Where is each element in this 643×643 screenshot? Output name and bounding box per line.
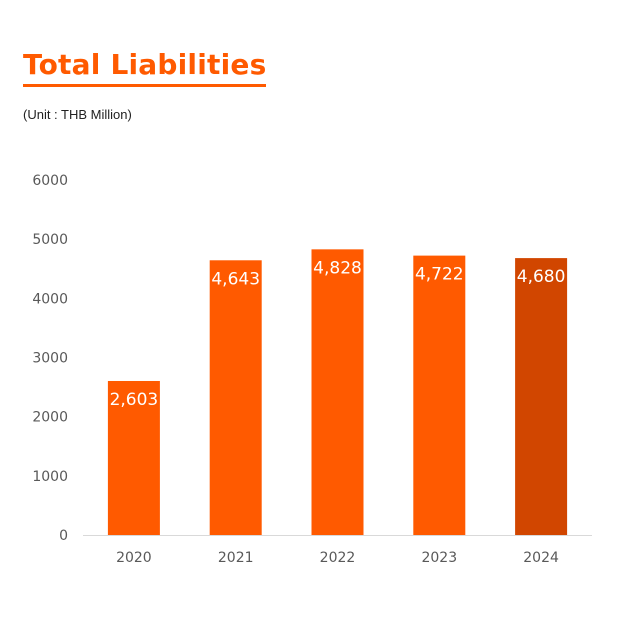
bar-2020: [107, 380, 160, 535]
bar-2024: [515, 258, 568, 535]
y-tick-label: 0: [59, 528, 68, 544]
bar-2022: [311, 249, 364, 536]
y-tick-label: 6000: [32, 173, 68, 189]
bar-2021: [209, 260, 262, 535]
chart-title: Total Liabilities: [23, 46, 267, 87]
x-tick-label: 2022: [320, 550, 356, 566]
data-label: 4,680: [517, 267, 566, 287]
y-tick-label: 2000: [32, 410, 68, 426]
y-tick-label: 3000: [32, 351, 68, 367]
x-tick-label: 2023: [421, 550, 457, 566]
y-tick-label: 1000: [32, 469, 68, 485]
chart-unit-subtitle: (Unit : THB Million): [23, 107, 132, 122]
y-tick-label: 4000: [32, 291, 68, 307]
bar-2023: [413, 255, 466, 536]
x-tick-label: 2021: [218, 550, 254, 566]
x-tick-label: 2020: [116, 550, 152, 566]
data-label: 4,722: [415, 265, 464, 285]
data-label: 4,828: [313, 258, 362, 278]
x-tick-label: 2024: [523, 550, 559, 566]
data-label: 4,643: [211, 269, 260, 289]
y-tick-label: 5000: [32, 232, 68, 248]
data-label: 2,603: [110, 390, 159, 410]
